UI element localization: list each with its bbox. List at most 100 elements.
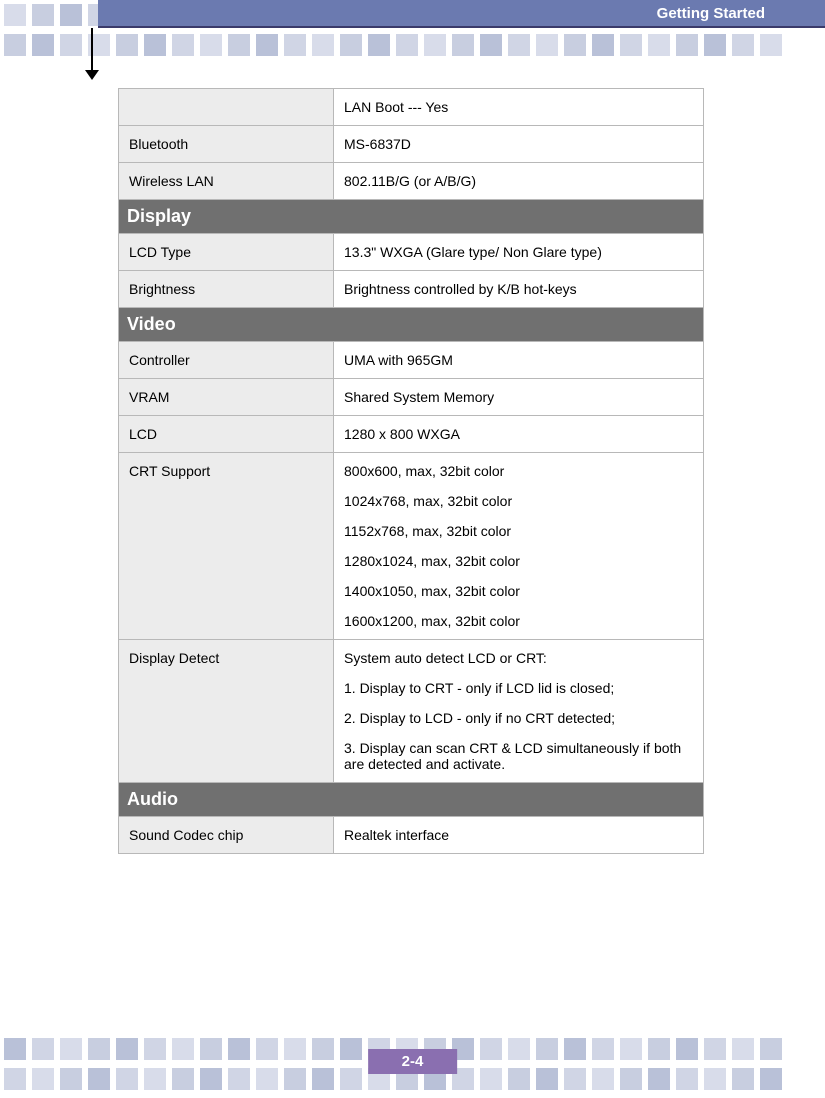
table-row: BrightnessBrightness controlled by K/B h… <box>119 271 704 308</box>
spec-label: Sound Codec chip <box>119 817 334 854</box>
spec-label: CRT Support <box>119 453 334 640</box>
deco-square <box>172 1068 194 1090</box>
deco-square <box>648 1068 670 1090</box>
spec-table: LAN Boot --- YesBluetoothMS-6837DWireles… <box>118 88 704 854</box>
spec-label: LCD Type <box>119 234 334 271</box>
deco-square <box>60 34 82 56</box>
table-row: ControllerUMA with 965GM <box>119 342 704 379</box>
spec-value-line: 3. Display can scan CRT & LCD simultaneo… <box>344 740 693 772</box>
deco-square <box>704 34 726 56</box>
deco-square <box>480 34 502 56</box>
deco-square <box>536 34 558 56</box>
deco-square <box>60 4 82 26</box>
deco-square <box>88 1068 110 1090</box>
table-row: Display DetectSystem auto detect LCD or … <box>119 640 704 783</box>
deco-square <box>676 1068 698 1090</box>
spec-label: Controller <box>119 342 334 379</box>
page-number-badge: 2-4 <box>368 1049 458 1074</box>
table-row: Wireless LAN802.11B/G (or A/B/G) <box>119 163 704 200</box>
table-row: Display <box>119 200 704 234</box>
deco-square <box>116 34 138 56</box>
deco-square <box>116 1068 138 1090</box>
deco-square <box>340 1038 362 1060</box>
deco-square <box>452 34 474 56</box>
spec-value-line: 1024x768, max, 32bit color <box>344 493 693 509</box>
table-row: Video <box>119 308 704 342</box>
page-number: 2-4 <box>402 1053 424 1070</box>
deco-square <box>60 1068 82 1090</box>
arrow-down-icon <box>85 70 99 80</box>
deco-square <box>760 1068 782 1090</box>
spec-label <box>119 89 334 126</box>
deco-square <box>424 34 446 56</box>
table-row: LCD Type13.3" WXGA (Glare type/ Non Glar… <box>119 234 704 271</box>
header-title: Getting Started <box>657 5 765 22</box>
spec-label: VRAM <box>119 379 334 416</box>
deco-square <box>256 34 278 56</box>
spec-value-multiline: 800x600, max, 32bit color 1024x768, max, … <box>334 453 704 640</box>
table-row: BluetoothMS-6837D <box>119 126 704 163</box>
deco-square <box>256 1038 278 1060</box>
deco-square <box>4 4 26 26</box>
deco-square <box>732 1068 754 1090</box>
deco-square <box>592 1038 614 1060</box>
arrow-line <box>91 28 93 73</box>
deco-square <box>284 1068 306 1090</box>
deco-square <box>60 1038 82 1060</box>
header-bar: Getting Started <box>98 0 825 28</box>
deco-square <box>648 1038 670 1060</box>
deco-square <box>704 1068 726 1090</box>
deco-square <box>620 34 642 56</box>
spec-value: 13.3" WXGA (Glare type/ Non Glare type) <box>334 234 704 271</box>
deco-square <box>676 34 698 56</box>
spec-value: LAN Boot --- Yes <box>334 89 704 126</box>
spec-value-line: 2. Display to LCD - only if no CRT detec… <box>344 710 693 726</box>
table-row: LAN Boot --- Yes <box>119 89 704 126</box>
deco-square <box>200 1068 222 1090</box>
deco-square <box>732 34 754 56</box>
deco-square <box>4 1038 26 1060</box>
deco-square <box>4 34 26 56</box>
deco-square <box>32 4 54 26</box>
deco-square <box>312 1068 334 1090</box>
deco-square <box>760 1038 782 1060</box>
deco-square <box>564 34 586 56</box>
deco-square <box>592 1068 614 1090</box>
deco-square <box>32 1068 54 1090</box>
spec-label: Wireless LAN <box>119 163 334 200</box>
deco-square <box>312 34 334 56</box>
spec-value-multiline: System auto detect LCD or CRT:1. Display… <box>334 640 704 783</box>
table-row: Sound Codec chipRealtek interface <box>119 817 704 854</box>
spec-value: 1280 x 800 WXGA <box>334 416 704 453</box>
spec-value-line: 800x600, max, 32bit color <box>344 463 693 479</box>
spec-value: 802.11B/G (or A/B/G) <box>334 163 704 200</box>
deco-square <box>536 1038 558 1060</box>
deco-square <box>396 34 418 56</box>
spec-value-line: 1600x1200, max, 32bit color <box>344 613 693 629</box>
deco-square <box>648 34 670 56</box>
deco-square <box>620 1068 642 1090</box>
deco-square <box>284 1038 306 1060</box>
deco-square <box>508 1038 530 1060</box>
spec-label: Bluetooth <box>119 126 334 163</box>
spec-label: Brightness <box>119 271 334 308</box>
table-row: LCD1280 x 800 WXGA <box>119 416 704 453</box>
deco-square <box>564 1038 586 1060</box>
deco-square <box>732 1038 754 1060</box>
spec-value-line: 1400x1050, max, 32bit color <box>344 583 693 599</box>
deco-square <box>228 1068 250 1090</box>
deco-square <box>4 1068 26 1090</box>
deco-square <box>256 1068 278 1090</box>
deco-square <box>704 1038 726 1060</box>
spec-value: Shared System Memory <box>334 379 704 416</box>
deco-square <box>144 1038 166 1060</box>
deco-square <box>340 1068 362 1090</box>
deco-square <box>172 34 194 56</box>
table-row: CRT Support 800x600, max, 32bit color 1024… <box>119 453 704 640</box>
table-row: VRAMShared System Memory <box>119 379 704 416</box>
deco-square <box>144 1068 166 1090</box>
deco-square <box>480 1068 502 1090</box>
spec-value: Realtek interface <box>334 817 704 854</box>
deco-square <box>480 1038 502 1060</box>
spec-table-body: LAN Boot --- YesBluetoothMS-6837DWireles… <box>119 89 704 854</box>
